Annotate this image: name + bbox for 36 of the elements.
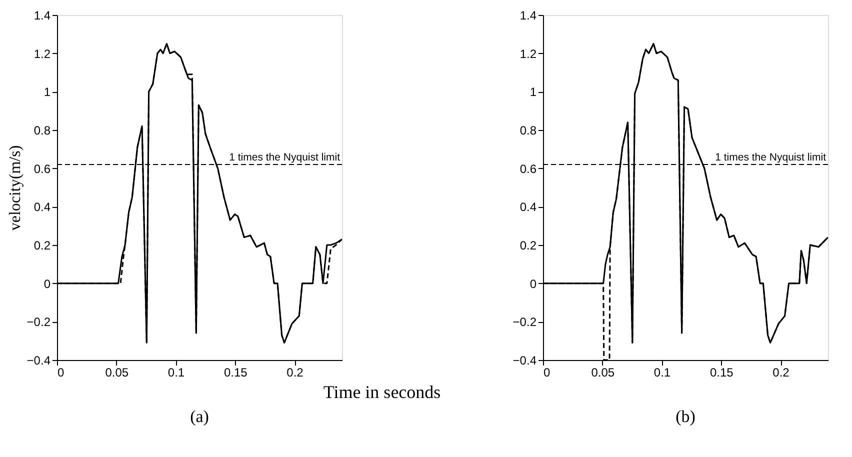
y-tick-label: 0.2 — [34, 238, 51, 252]
y-tick-label: 0.4 — [520, 200, 537, 214]
y-tick-label: 1.2 — [520, 46, 537, 61]
y-tick-label: −0.4 — [512, 354, 537, 368]
y-tick-label: 0.2 — [520, 238, 537, 252]
x-tick-label: 0.15 — [710, 366, 734, 380]
y-tick-label: 0 — [530, 276, 537, 291]
x-tick-label: 0.05 — [105, 366, 129, 380]
y-tick-label: 1.2 — [34, 46, 51, 61]
y-axis-title: velocity(m/s) — [6, 145, 24, 231]
x-tick-label: 0 — [58, 366, 64, 380]
x-tick-label: 0 — [544, 366, 550, 380]
y-tick-label: 0.8 — [34, 124, 51, 138]
x-tick-label: 0.15 — [224, 366, 248, 380]
x-tick-label: 0.05 — [591, 366, 615, 380]
x-axis-title: Time in seconds — [323, 382, 441, 402]
ref-line-label: 1 times the Nyquist limit — [715, 152, 826, 164]
y-tick-label: 0.6 — [520, 162, 537, 176]
y-tick-label: 1.4 — [34, 8, 51, 22]
y-tick-label: 0 — [44, 276, 51, 291]
y-tick-label: 0.8 — [520, 124, 537, 138]
y-tick-label: −0.4 — [26, 354, 51, 368]
y-tick-label: 1.4 — [520, 8, 537, 22]
y-tick-label: 0.6 — [34, 162, 51, 176]
x-tick-label: 0.1 — [168, 366, 185, 380]
text: (a) — [190, 407, 209, 426]
x-tick-label: 0.2 — [772, 366, 790, 380]
y-tick-label: 0.4 — [34, 200, 51, 214]
y-tick-label: 1 — [530, 85, 537, 100]
y-tick-label: 1 — [44, 85, 51, 100]
x-tick-label: 0.1 — [654, 366, 671, 380]
y-tick-label: −0.2 — [512, 315, 537, 330]
y-tick-label: −0.2 — [26, 315, 51, 330]
x-tick-label: 0.2 — [286, 366, 304, 380]
ref-line-label: 1 times the Nyquist limit — [229, 152, 340, 164]
text: (b) — [676, 407, 696, 426]
